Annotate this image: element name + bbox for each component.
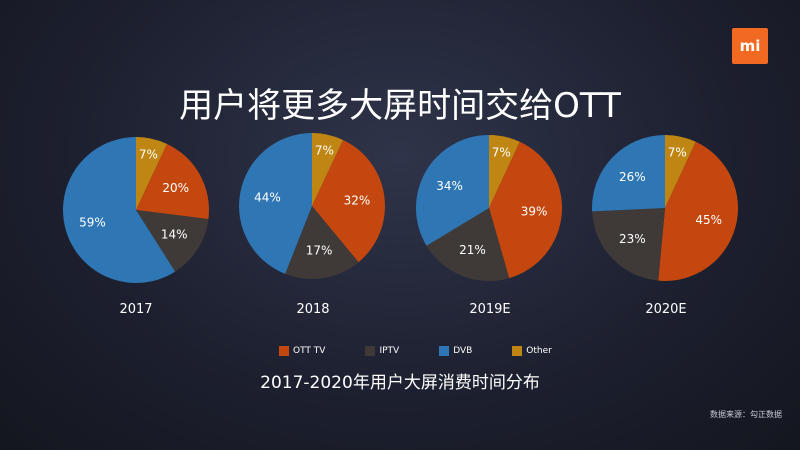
legend-label-iptv: IPTV (379, 346, 400, 356)
pie-slice-2017-iptv (136, 210, 209, 272)
legend-label-other: Other (526, 346, 552, 356)
legend-label-ott-tv: OTT TV (293, 346, 326, 356)
pie-slice-2019e-dvb (416, 135, 489, 246)
pie-label-2019e-other: 7% (492, 145, 511, 159)
pie-slice-2018-ott-tv (312, 139, 385, 263)
mi-logo: mi (732, 28, 768, 64)
legend-swatch-ott-tv (279, 346, 289, 356)
pie-label-2018-dvb: 44% (254, 191, 281, 205)
year-label-2018: 2018 (296, 302, 330, 317)
legend-swatch-iptv (365, 346, 376, 356)
pie-label-2017-other: 7% (139, 147, 158, 161)
pie-slice-2018-other (312, 133, 344, 206)
pie-slice-2019e-other (489, 135, 520, 208)
pie-slice-2019e-ott-tv (489, 141, 563, 279)
chart-legend: OTT TV IPTV DVB Other (279, 344, 552, 358)
pie-slice-2020e-ott-tv (658, 141, 738, 281)
pie-label-2018-iptv: 17% (306, 244, 333, 258)
page-title: 用户将更多大屏时间交给OTT (179, 86, 621, 126)
legend-item-dvb: DVB (439, 346, 472, 356)
year-label-2020e: 2020E (645, 302, 687, 317)
pie-slice-2018-iptv (285, 206, 359, 279)
pie-slice-2020e-other (665, 135, 696, 208)
pie-label-2019e-ott-tv: 39% (521, 205, 548, 219)
legend-item-ott-tv: OTT TV (279, 346, 325, 356)
pie-slice-2017-other (136, 137, 168, 210)
legend-swatch-dvb (439, 346, 450, 356)
pie-label-2020e-iptv: 23% (619, 232, 646, 246)
pie-slice-2020e-dvb (592, 135, 665, 212)
pie-label-2019e-dvb: 34% (436, 179, 463, 193)
pie-slice-2017-ott-tv (136, 143, 209, 220)
legend-item-iptv: IPTV (365, 346, 399, 356)
pie-slice-2020e-iptv (592, 208, 665, 281)
pie-label-2020e-other: 7% (668, 145, 687, 159)
pie-label-2019e-iptv: 21% (459, 243, 486, 257)
pie-slice-2019e-iptv (426, 208, 510, 282)
pie-label-2017-ott-tv: 20% (162, 181, 189, 195)
pie-label-2018-ott-tv: 32% (344, 193, 371, 207)
data-source-note: 数据来源：勾正数据 (710, 410, 782, 419)
pie-label-2017-dvb: 59% (79, 216, 106, 230)
legend-label-dvb: DVB (453, 346, 473, 356)
pie-label-2020e-ott-tv: 45% (695, 213, 722, 227)
pie-label-2020e-dvb: 26% (619, 170, 646, 184)
pie-slice-2017-dvb (63, 137, 176, 283)
pie-slice-2018-dvb (239, 133, 312, 274)
pie-label-2017-iptv: 14% (161, 227, 188, 241)
year-label-2017: 2017 (119, 302, 153, 317)
legend-item-other: Other (512, 346, 552, 356)
legend-swatch-other (512, 346, 523, 356)
chart-subtitle: 2017-2020年用户大屏消费时间分布 (260, 373, 540, 393)
pie-label-2018-other: 7% (315, 143, 334, 157)
year-label-2019e: 2019E (469, 302, 511, 317)
